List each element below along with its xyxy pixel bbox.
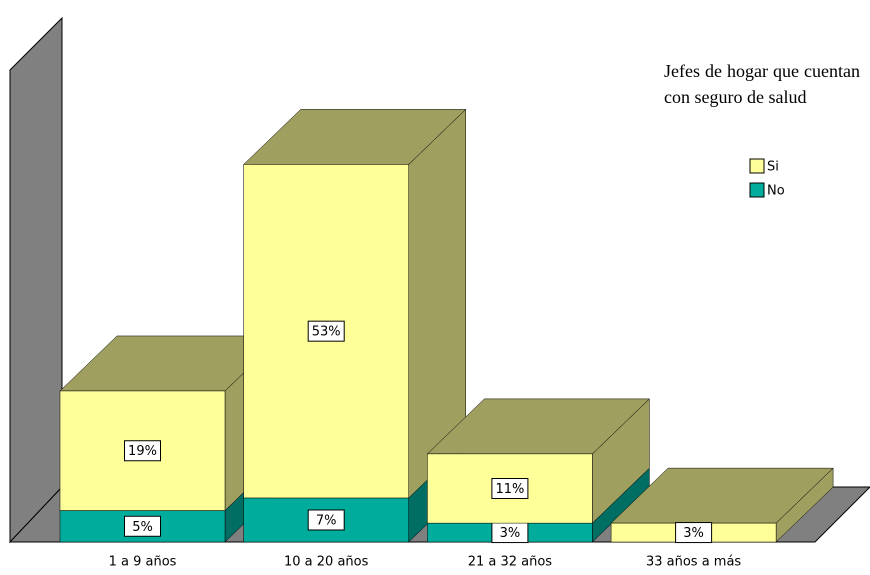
value-label-box xyxy=(491,478,529,500)
value-label: 11% xyxy=(495,482,524,497)
back-wall xyxy=(9,16,63,544)
legend-label: No xyxy=(767,184,785,199)
value-label-box xyxy=(307,509,345,531)
legend-swatch xyxy=(749,158,765,174)
value-label: 3% xyxy=(683,526,704,541)
legend-label: Si xyxy=(767,160,779,175)
x-tick-label: 10 a 20 años xyxy=(284,555,369,570)
x-tick-label: 33 años a más xyxy=(646,555,741,570)
value-label-box xyxy=(124,440,161,462)
value-label: 53% xyxy=(312,325,341,340)
value-label: 19% xyxy=(128,444,157,459)
x-tick-label: 1 a 9 años xyxy=(109,555,177,570)
value-label-box xyxy=(307,320,345,342)
value-label: 5% xyxy=(132,520,153,535)
value-label: 3% xyxy=(500,526,521,541)
value-label: 7% xyxy=(316,513,337,528)
value-label-box xyxy=(124,515,161,537)
value-label-box xyxy=(675,522,713,544)
x-tick-label: 21 a 32 años xyxy=(468,555,553,570)
legend-title: Jefes de hogar que cuentan con seguro de… xyxy=(664,61,860,107)
legend-swatch xyxy=(749,182,765,198)
